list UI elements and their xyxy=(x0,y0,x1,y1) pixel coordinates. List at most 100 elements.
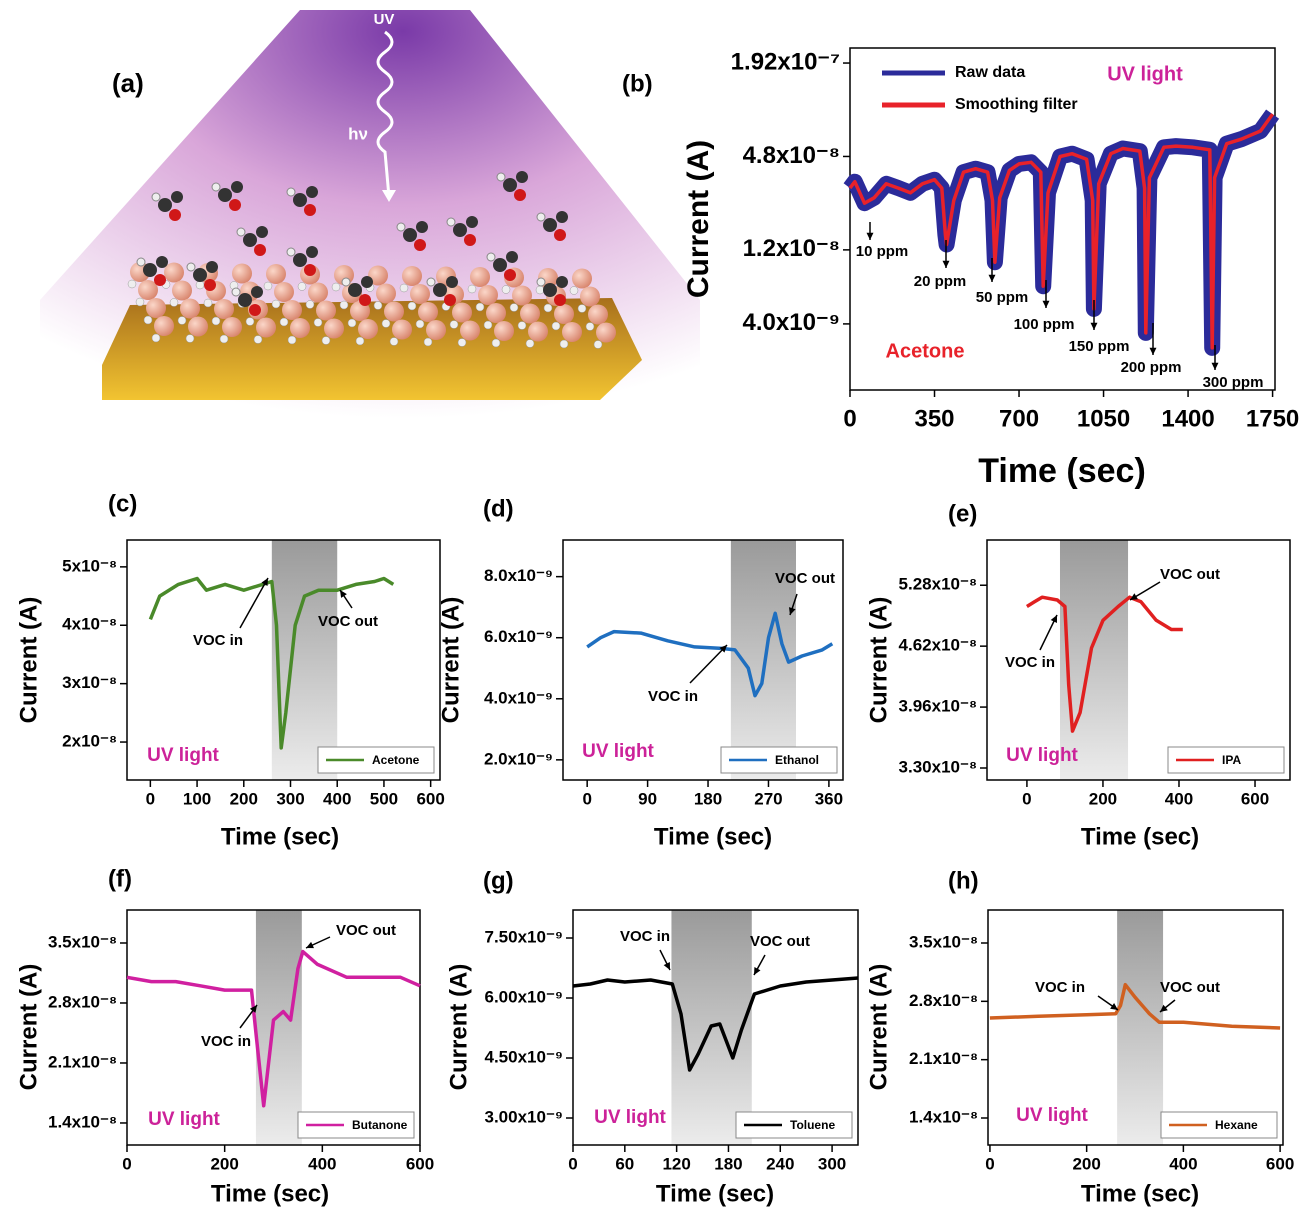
annotation-arrowhead xyxy=(340,590,347,598)
hydrogen xyxy=(536,286,544,294)
x-tick-label: 500 xyxy=(370,789,398,808)
hydrogen xyxy=(204,299,212,307)
y-tick-label: 5x10⁻⁸ xyxy=(62,556,117,575)
atom xyxy=(478,285,498,305)
molecule-carbon xyxy=(416,221,428,233)
x-tick-label: 0 xyxy=(146,789,155,808)
molecule-carbon xyxy=(516,171,528,183)
panel-a: (a) UV hν xyxy=(40,10,700,440)
atom xyxy=(418,302,438,322)
annotation-arrowhead xyxy=(867,233,874,240)
molecule-oxygen xyxy=(204,279,216,291)
molecule-hydrogen xyxy=(342,278,350,286)
hydrogen xyxy=(400,284,408,292)
molecule-carbon xyxy=(403,228,417,242)
annotation-arrowhead xyxy=(989,275,996,282)
molecule-hydrogen xyxy=(537,213,545,221)
atom xyxy=(188,317,208,337)
atom xyxy=(410,284,430,304)
hydrogen xyxy=(356,337,364,345)
hydrogen xyxy=(374,302,382,310)
y-tick-label: 3x10⁻⁸ xyxy=(62,673,117,692)
x-tick-label: 0 xyxy=(582,789,591,808)
hydrogen xyxy=(468,285,476,293)
hydrogen xyxy=(382,320,390,328)
hydrogen xyxy=(246,318,254,326)
atom xyxy=(596,323,616,343)
x-tick-label: 400 xyxy=(1165,789,1193,808)
y-tick-label: 4.0x10⁻⁹ xyxy=(743,309,840,336)
hydrogen xyxy=(220,335,228,343)
molecule-oxygen xyxy=(464,234,476,246)
annotation: 20 ppm xyxy=(914,273,967,290)
molecule-carbon xyxy=(306,186,318,198)
legend-label: Ethanol xyxy=(775,753,819,767)
atom xyxy=(572,269,592,289)
molecule-hydrogen xyxy=(232,288,240,296)
annotation: VOC in xyxy=(201,1033,251,1050)
hydrogen xyxy=(288,336,296,344)
x-axis-title: Time (sec) xyxy=(654,823,772,850)
molecule-carbon xyxy=(156,256,168,268)
y-tick-label: 1.4x10⁻⁸ xyxy=(48,1112,117,1131)
x-tick-label: 200 xyxy=(230,789,258,808)
molecule-hydrogen xyxy=(397,223,405,231)
molecule-carbon xyxy=(493,258,507,272)
y-tick-label: 1.92x10⁻⁷ xyxy=(731,48,840,75)
molecule-hydrogen xyxy=(497,173,505,181)
hydrogen xyxy=(408,302,416,310)
molecule-hydrogen xyxy=(287,248,295,256)
y-tick-label: 4.8x10⁻⁸ xyxy=(743,142,840,169)
molecule-hydrogen xyxy=(427,278,435,286)
hydrogen xyxy=(424,338,432,346)
x-axis-title: Time (sec) xyxy=(656,1180,774,1207)
y-tick-label: 2.1x10⁻⁸ xyxy=(48,1052,117,1071)
panel-label: (e) xyxy=(948,500,977,527)
legend-label: Toluene xyxy=(790,1118,835,1132)
molecule-oxygen xyxy=(444,294,456,306)
y-axis-title: Current (A) xyxy=(15,597,42,724)
atom xyxy=(256,318,276,338)
hydrogen xyxy=(170,299,178,307)
atom xyxy=(494,321,514,341)
hydrogen xyxy=(348,319,356,327)
molecule-oxygen xyxy=(154,274,166,286)
y-axis-title: Current (A) xyxy=(865,964,892,1091)
x-tick-label: 270 xyxy=(754,789,782,808)
hydrogen xyxy=(272,300,280,308)
uv-label: UV xyxy=(374,11,395,28)
annotation: VOC in xyxy=(648,688,698,705)
atom xyxy=(274,282,294,302)
annotation: VOC in xyxy=(193,632,243,649)
atom xyxy=(154,316,174,336)
x-tick-label: 700 xyxy=(999,405,1039,432)
molecule-hydrogen xyxy=(237,228,245,236)
x-tick-label: 1750 xyxy=(1246,405,1299,432)
annotation: UV light xyxy=(148,1109,220,1130)
molecule-hydrogen xyxy=(487,253,495,261)
x-tick-label: 60 xyxy=(615,1154,634,1173)
molecule-carbon xyxy=(556,211,568,223)
annotation: UV light xyxy=(1006,745,1078,766)
molecule-oxygen xyxy=(359,294,371,306)
molecule-carbon xyxy=(446,276,458,288)
hydrogen xyxy=(306,301,314,309)
hydrogen xyxy=(484,321,492,329)
legend-label: IPA xyxy=(1222,753,1241,767)
hydrogen xyxy=(264,282,272,290)
hydrogen xyxy=(152,334,160,342)
hydrogen xyxy=(254,336,262,344)
hydrogen xyxy=(128,280,136,288)
atom xyxy=(486,303,506,323)
hydrogen xyxy=(322,337,330,345)
hydrogen xyxy=(298,283,306,291)
molecule-hydrogen xyxy=(212,183,220,191)
hydrogen xyxy=(212,317,220,325)
atom xyxy=(180,299,200,319)
hydrogen xyxy=(314,319,322,327)
x-tick-label: 240 xyxy=(766,1154,794,1173)
x-tick-label: 0 xyxy=(122,1154,131,1173)
molecule-carbon xyxy=(293,253,307,267)
molecule-carbon xyxy=(556,276,568,288)
hydrogen xyxy=(570,287,578,295)
